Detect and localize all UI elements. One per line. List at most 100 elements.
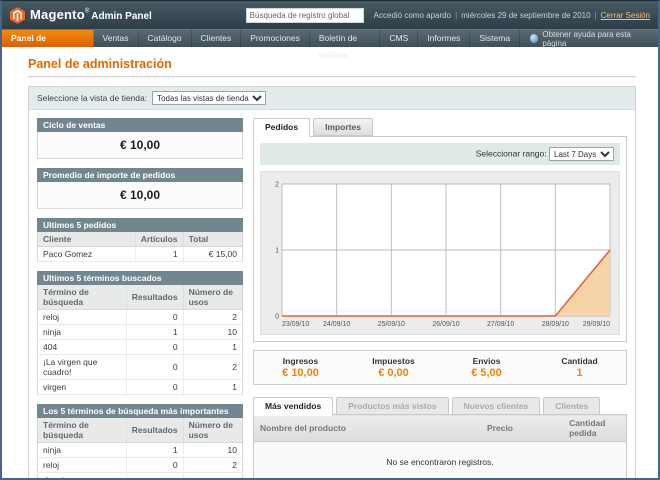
nav-item-cms[interactable]: CMS bbox=[380, 30, 419, 47]
svg-text:1: 1 bbox=[275, 248, 279, 255]
sales-cycle-widget: Ciclo de ventas € 10,00 bbox=[37, 118, 243, 159]
total-impuestos: Impuestos € 0,00 bbox=[347, 356, 440, 379]
logged-in-as: Accedió como apardo bbox=[373, 10, 452, 20]
table-cell: reloj bbox=[37, 457, 127, 473]
column-header-total: Total bbox=[182, 232, 243, 247]
widget-title: Los 5 términos de búsqueda más important… bbox=[37, 404, 243, 418]
column-header-precio: Precio bbox=[481, 414, 564, 442]
table-cell: 1 bbox=[125, 442, 184, 458]
total-cantidad: Cantidad 1 bbox=[533, 356, 626, 379]
table-cell: 2 bbox=[182, 472, 243, 478]
tab-clientes[interactable]: Clientes bbox=[543, 397, 601, 415]
tab-pedidos[interactable]: Pedidos bbox=[253, 118, 311, 137]
total-value: 1 bbox=[576, 367, 583, 379]
total-label: Envios bbox=[472, 356, 501, 366]
separator: | bbox=[455, 10, 458, 20]
magento-logo: Magento® Admin Panel bbox=[10, 6, 152, 24]
logout-link[interactable]: Cerrar Sesión bbox=[600, 10, 650, 20]
empty-message: No se encontraron registros. bbox=[253, 441, 627, 478]
table-row: ninja 1 10 bbox=[37, 442, 243, 458]
total-label: Ingresos bbox=[282, 356, 319, 366]
store-view-select[interactable]: Todas las vistas de tienda bbox=[152, 91, 267, 105]
nav-item-clientes[interactable]: Clientes bbox=[192, 30, 242, 47]
table-cell: 2 bbox=[182, 354, 243, 380]
table-cell: 1 bbox=[125, 324, 184, 340]
table-cell: Paco Gomez bbox=[37, 246, 136, 262]
store-view-bar: Seleccione la vista de tienda: Todas las… bbox=[29, 87, 635, 110]
column-header-articulos: Artículos bbox=[134, 232, 184, 247]
sales-cycle-value: € 10,00 bbox=[37, 132, 243, 159]
table-row: reloj 0 2 bbox=[37, 309, 243, 325]
nav-item-catalogo[interactable]: Catálogo bbox=[139, 30, 192, 47]
table-cell: 404 bbox=[37, 339, 127, 355]
nav-item-promociones[interactable]: Promociones bbox=[241, 30, 310, 47]
nav-item-sistema[interactable]: Sistema bbox=[470, 30, 521, 47]
column-header-termino-de-busqueda: Término de búsqueda bbox=[37, 418, 127, 443]
nav-item-informes[interactable]: Informes bbox=[418, 30, 471, 47]
svg-text:25/09/10: 25/09/10 bbox=[378, 321, 405, 328]
grid-tabs: Más vendidos Productos más vistos Nuevos c… bbox=[253, 397, 627, 416]
orders-chart: 0 1 2 23/09/10 24/09/10 25/09/10 26/09/10 27/09… bbox=[260, 171, 620, 335]
table-row: reloj 0 2 bbox=[37, 457, 243, 473]
table-cell: 1 bbox=[182, 379, 243, 395]
widget-title: Ultimos 5 términos buscados bbox=[37, 271, 243, 285]
average-order-value: € 10,00 bbox=[37, 182, 243, 209]
products-grid: Nombre del producto Precio Cantidad pedida… bbox=[253, 414, 627, 478]
nav-item-panel-de-administracion[interactable]: Panel de administración bbox=[2, 30, 94, 60]
table-row: Paco Gomez 1 € 15,00 bbox=[37, 246, 243, 262]
svg-text:26/09/10: 26/09/10 bbox=[432, 321, 459, 328]
tab-importes[interactable]: Importes bbox=[313, 118, 373, 136]
widget-title: Promedio de importe de pedidos bbox=[37, 168, 243, 182]
table-row: ¡La virgen que cuadro!02 bbox=[37, 472, 243, 478]
last-orders-table: Cliente Artículos Total Paco Gomez 1 € 15,00 bbox=[37, 232, 243, 262]
tab-productos-mas-vistos[interactable]: Productos más vistos bbox=[336, 397, 449, 415]
left-column: Ciclo de ventas € 10,00 Promedio de impo… bbox=[37, 118, 243, 478]
table-cell: € 15,00 bbox=[182, 246, 243, 262]
table-cell: 10 bbox=[182, 324, 243, 340]
help-globe-icon bbox=[530, 34, 539, 43]
global-search-input[interactable] bbox=[245, 7, 364, 23]
top-search-terms-table: Término de búsqueda Resultados Número de u… bbox=[37, 418, 243, 478]
dashboard-columns: Ciclo de ventas € 10,00 Promedio de impo… bbox=[29, 110, 635, 478]
column-header-cantidad-pedida: Cantidad pedida bbox=[563, 414, 627, 442]
table-cell: 2 bbox=[182, 309, 243, 325]
nav-item-ventas[interactable]: Ventas bbox=[94, 30, 139, 47]
table-cell: 1 bbox=[182, 339, 243, 355]
table-cell: reloj bbox=[37, 309, 127, 325]
tab-nuevos-clientes[interactable]: Nuevos clientes bbox=[451, 397, 541, 415]
title-divider bbox=[28, 76, 636, 78]
column-header-nombre-del-producto: Nombre del producto bbox=[253, 414, 482, 442]
store-view-label: Seleccione la vista de tienda: bbox=[37, 93, 148, 103]
total-label: Impuestos bbox=[372, 356, 415, 366]
table-cell: 2 bbox=[182, 457, 243, 473]
column-header-cliente: Cliente bbox=[37, 232, 136, 247]
area-chart: 0 1 2 23/09/10 24/09/10 25/09/10 26/09/10 27/09… bbox=[275, 182, 611, 328]
help-link[interactable]: Obtener ayuda para esta página bbox=[520, 30, 658, 48]
table-row: 404 0 1 bbox=[37, 339, 243, 355]
table-cell: 0 bbox=[125, 309, 184, 325]
totals-box: Ingresos € 10,00 Impuestos € 0,00 Envios € 5,… bbox=[253, 350, 627, 385]
table-cell: 0 bbox=[125, 457, 184, 473]
table-cell: 1 bbox=[134, 246, 184, 262]
chart-tabs: Pedidos Importes bbox=[253, 118, 627, 137]
magento-logo-icon bbox=[10, 6, 25, 24]
total-value: € 0,00 bbox=[378, 367, 409, 379]
content-box: Seleccione la vista de tienda: Todas las… bbox=[28, 86, 636, 478]
table-cell: ¡La virgen que cuadro! bbox=[37, 472, 127, 478]
svg-text:0: 0 bbox=[275, 314, 279, 321]
total-envios: Envios € 5,00 bbox=[440, 356, 533, 379]
widget-title: Ciclo de ventas bbox=[37, 118, 243, 132]
svg-text:27/09/10: 27/09/10 bbox=[487, 321, 514, 328]
last-search-terms-table: Término de búsqueda Resultados Número de u… bbox=[37, 285, 243, 395]
session-info: Accedió como apardo | miércoles 29 de se… bbox=[374, 11, 650, 20]
top-search-terms-widget: Los 5 términos de búsqueda más important… bbox=[37, 404, 243, 478]
tab-mas-vendidos[interactable]: Más vendidos bbox=[253, 397, 334, 416]
main-nav: Panel de administración Ventas Catálogo Cli… bbox=[2, 29, 658, 60]
nav-item-boletin-de-noticias[interactable]: Boletín de noticias bbox=[310, 30, 381, 60]
range-bar: Seleccionar rango: Last 7 Days bbox=[260, 143, 620, 165]
svg-text:2: 2 bbox=[275, 182, 279, 189]
range-select[interactable]: Last 7 Days bbox=[549, 147, 614, 161]
total-value: € 5,00 bbox=[471, 367, 502, 379]
total-label: Cantidad bbox=[561, 356, 598, 366]
orders-tab-panel: Seleccionar rango: Last 7 Days 0 1 2 23/09/… bbox=[253, 136, 627, 342]
